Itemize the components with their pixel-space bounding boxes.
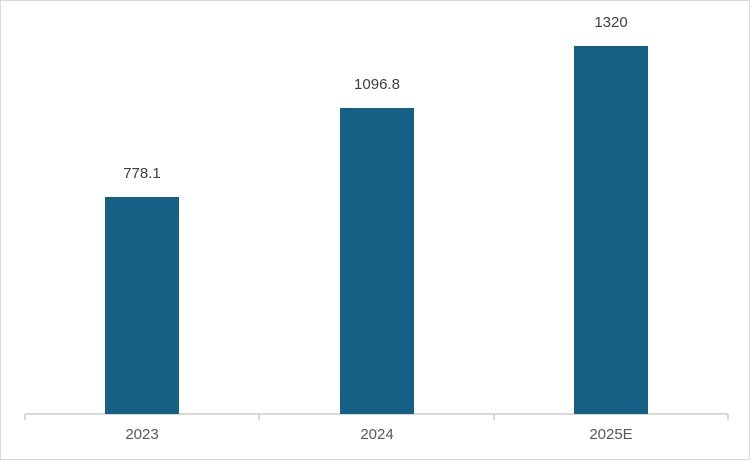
x-axis-tick [727,414,729,420]
data-label-2023: 778.1 [123,165,161,182]
x-axis-tick [24,414,26,420]
bar-2025E [574,46,648,414]
x-axis-tick [493,414,495,420]
x-axis-line [25,413,728,415]
data-label-2025E: 1320 [594,14,628,31]
x-axis-tick [258,414,260,420]
x-axis-label-2025E: 2025E [589,426,633,443]
bar-2023 [105,197,179,414]
x-axis-label-2023: 2023 [125,426,159,443]
bar-2024 [340,108,414,414]
data-label-2024: 1096.8 [354,76,400,93]
x-axis-label-2024: 2024 [360,426,394,443]
